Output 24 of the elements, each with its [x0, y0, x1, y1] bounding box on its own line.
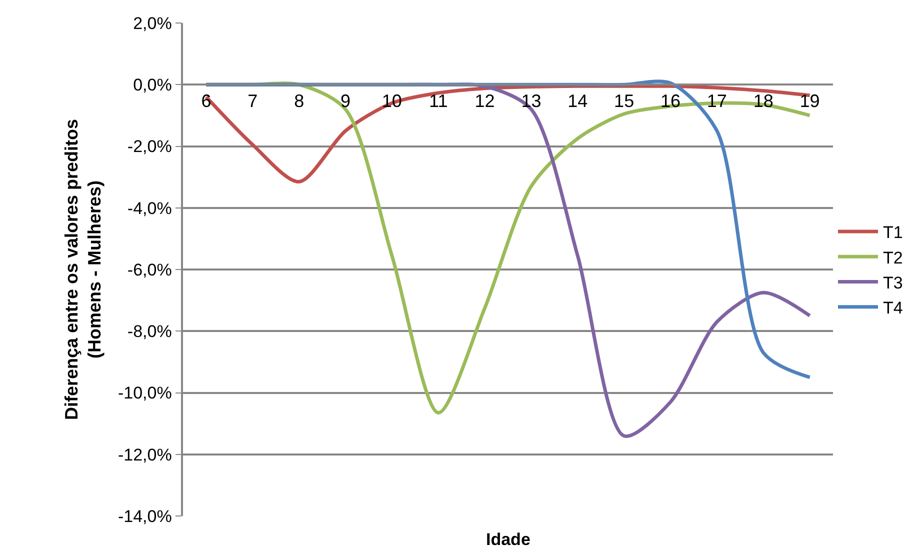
x-tick-label: 11 — [429, 90, 448, 111]
y-tick-label: -6,0% — [127, 260, 172, 280]
y-tick-label: 2,0% — [133, 14, 172, 33]
y-tick-label: 0,0% — [133, 76, 172, 95]
y-tick-label: -8,0% — [127, 322, 172, 342]
x-tick-label: 13 — [521, 90, 542, 111]
x-tick-label: 12 — [474, 90, 495, 111]
x-tick-label: 9 — [340, 90, 351, 111]
legend-label: T1 — [883, 223, 903, 242]
x-tick-label: 15 — [614, 90, 634, 111]
x-axis-title: Idade — [486, 530, 530, 549]
legend-label: T2 — [883, 248, 903, 268]
y-tick-label: -2,0% — [127, 137, 172, 156]
y-tick-label: -4,0% — [127, 198, 172, 218]
y-axis-title: Diferença entre os valores preditos (Homens - Mulheres) — [61, 118, 105, 420]
y-tick-label: -14,0% — [118, 506, 172, 526]
x-tick-label: 8 — [294, 90, 304, 111]
legend-label: T4 — [883, 298, 903, 318]
legend-label: T3 — [883, 273, 903, 292]
x-tick-label: 14 — [568, 90, 588, 111]
y-tick-label: -10,0% — [118, 384, 172, 403]
x-tick-label: 7 — [248, 90, 258, 111]
y-tick-label: -12,0% — [118, 445, 172, 464]
x-tick-label: 19 — [800, 90, 820, 111]
